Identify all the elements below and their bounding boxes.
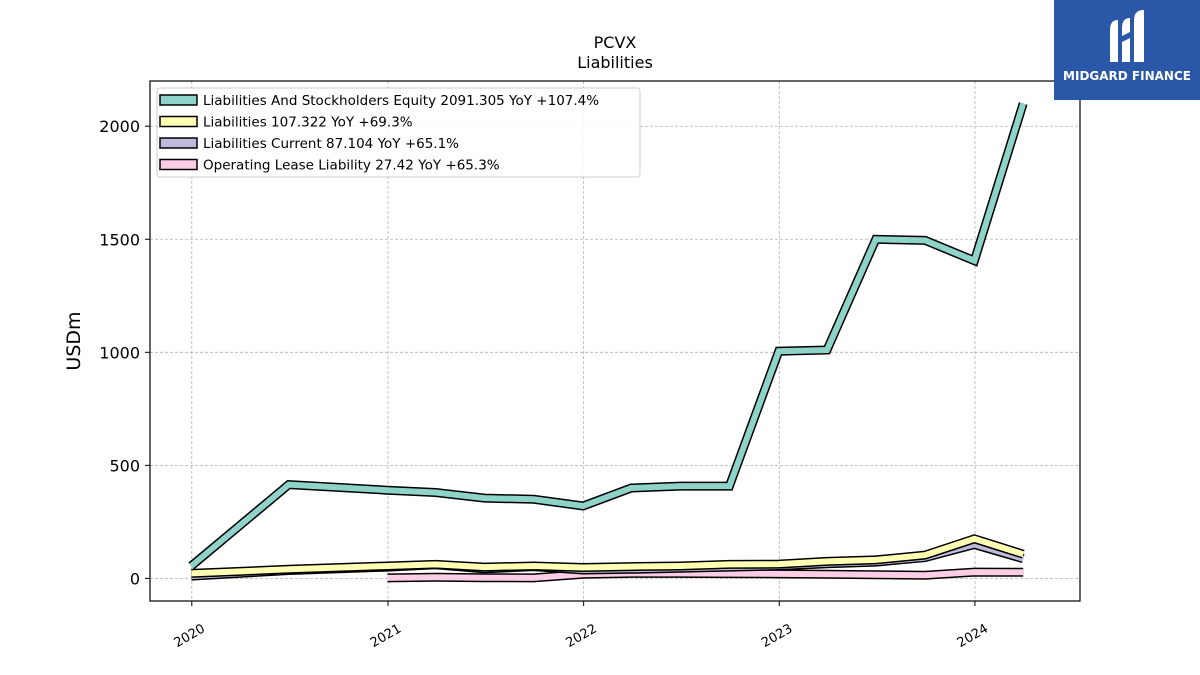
legend-entry: Operating Lease Liability 27.42 YoY +65.… — [203, 158, 500, 174]
series-line — [189, 102, 1027, 569]
y-tick-label: 1500 — [99, 230, 140, 249]
x-tick-label: 2020 — [172, 621, 208, 651]
series-line — [191, 535, 1025, 577]
legend-entry: Liabilities Current 87.104 YoY +65.1% — [203, 136, 459, 152]
x-tick-label: 2022 — [563, 621, 599, 651]
legend-swatch — [159, 158, 198, 171]
y-tick-label: 0 — [130, 569, 140, 588]
y-tick-label: 1000 — [99, 343, 140, 362]
x-tick-label: 2021 — [368, 621, 404, 651]
midgard-finance-logo: MIDGARD FINANCE — [1054, 0, 1200, 100]
legend-box — [156, 87, 641, 178]
y-tick-label: 2000 — [99, 117, 140, 136]
series-layer — [188, 102, 1028, 583]
x-tick-label: 2023 — [759, 621, 795, 651]
legend-entry: Liabilities And Stockholders Equity 2091… — [203, 93, 599, 109]
legend-swatch — [159, 137, 198, 149]
legend-swatch — [159, 115, 198, 128]
midgard-m-logo-icon — [1110, 10, 1144, 62]
legend-swatch — [159, 94, 198, 106]
series-line — [387, 569, 1024, 581]
legend-entry: Liabilities 107.322 YoY +69.3% — [203, 115, 413, 131]
x-tick-label: 2024 — [955, 621, 991, 651]
plot-frame — [149, 80, 1081, 602]
brand-name: MIDGARD FINANCE — [1063, 69, 1191, 83]
legend: Liabilities And Stockholders Equity 2091… — [156, 87, 641, 178]
chart-title: PCVX — [594, 33, 637, 52]
chart-subtitle: Liabilities — [577, 53, 653, 72]
y-axis-label: USDm — [63, 311, 85, 370]
y-tick-label: 500 — [109, 456, 140, 475]
